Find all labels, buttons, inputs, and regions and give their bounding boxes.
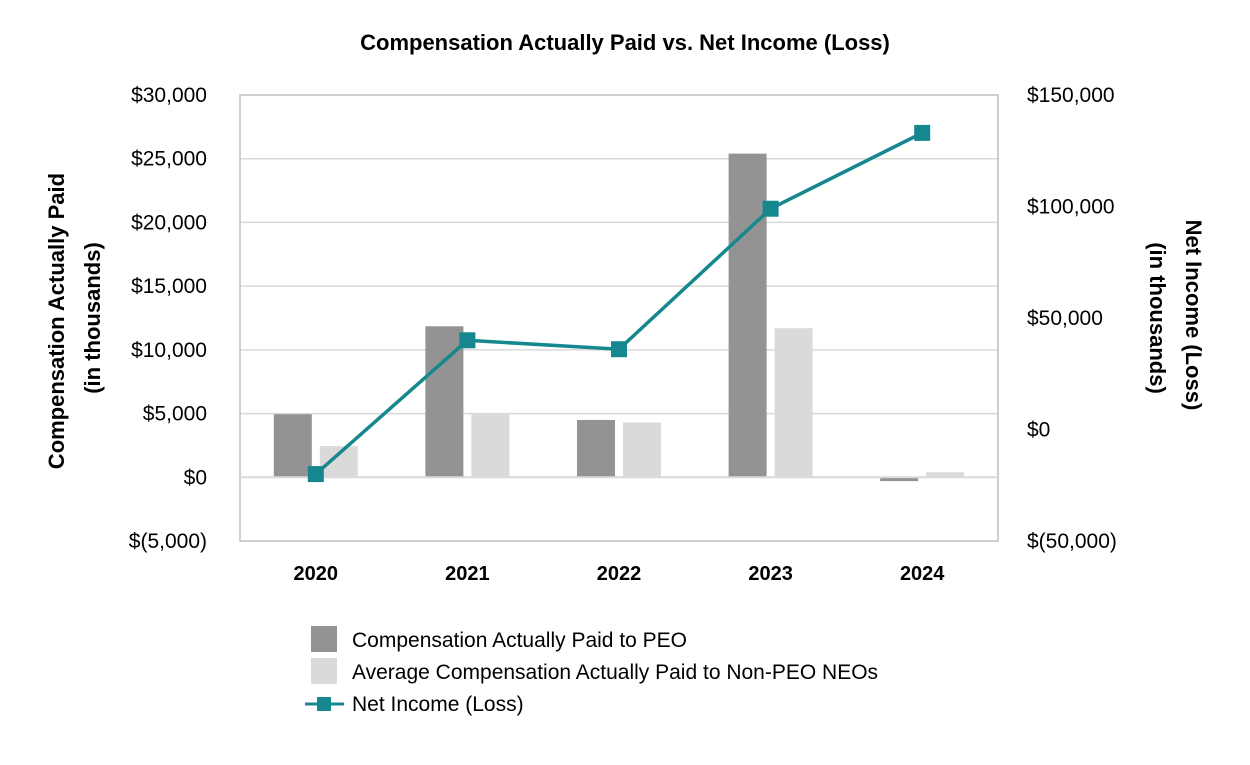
category-axis-ticks: 2020 2021 2022 2023 2024 [294,563,946,585]
chart-title: Compensation Actually Paid vs. Net Incom… [360,30,890,55]
category-label: 2024 [900,563,945,585]
right-tick-label: $100,000 [1027,196,1115,219]
left-tick-label: $0 [184,466,207,489]
bar-peo [273,414,312,478]
net-income-marker [611,341,627,358]
bar-peo [728,153,767,478]
left-tick-label: $(5,000) [129,530,207,553]
bar-non-peo [471,414,510,478]
net-income-marker [762,200,779,217]
category-label: 2023 [748,563,793,585]
net-income-series [307,124,931,483]
right-tick-label: $150,000 [1027,84,1115,107]
bar-peo [577,419,615,478]
category-label: 2020 [294,563,339,585]
bar-peo [880,477,919,482]
left-axis-title-line1: Compensation Actually Paid [44,173,69,469]
legend-label-non-peo: Average Compensation Actually Paid to No… [352,661,878,684]
right-tick-label: $50,000 [1027,307,1103,330]
legend-swatch-peo [311,626,337,652]
left-axis-ticks: $30,000 $25,000 $20,000 $15,000 $10,000 $5,00… [129,84,207,553]
legend: Compensation Actually Paid to PEO Averag… [305,626,878,716]
right-tick-label: $(50,000) [1027,530,1117,553]
left-tick-label: $25,000 [131,148,207,171]
bar-non-peo [319,446,358,478]
left-axis-title-line2: (in thousands) [80,242,105,394]
right-axis-title: Net Income (Loss) (in thousands) [1145,220,1206,417]
legend-marker-net-income [317,697,331,711]
left-axis-title: Compensation Actually Paid (in thousands… [44,167,105,469]
right-axis-title-line2: (in thousands) [1145,242,1170,394]
legend-label-peo: Compensation Actually Paid to PEO [352,629,687,652]
right-tick-label: $0 [1027,419,1050,442]
left-tick-label: $15,000 [131,275,207,298]
net-income-marker [307,466,324,483]
left-tick-label: $30,000 [131,84,207,107]
bar-non-peo [774,328,813,478]
legend-swatch-non-peo [311,658,337,684]
bar-non-peo [623,422,661,478]
right-axis-ticks: $150,000 $100,000 $50,000 $0 $(50,000) [1027,84,1117,553]
category-label: 2021 [445,563,490,585]
right-axis-title-line1: Net Income (Loss) [1181,220,1206,411]
net-income-marker [914,124,931,141]
left-tick-label: $10,000 [131,339,207,362]
net-income-marker [459,332,476,349]
plot-area-border [239,94,999,542]
left-tick-label: $20,000 [131,211,207,234]
legend-label-net-income: Net Income (Loss) [352,693,524,716]
bars [273,153,965,482]
gridlines [240,157,998,479]
left-tick-label: $5,000 [143,403,207,426]
bar-non-peo [926,472,965,478]
net-income-line [314,131,923,476]
category-label: 2022 [597,563,642,585]
